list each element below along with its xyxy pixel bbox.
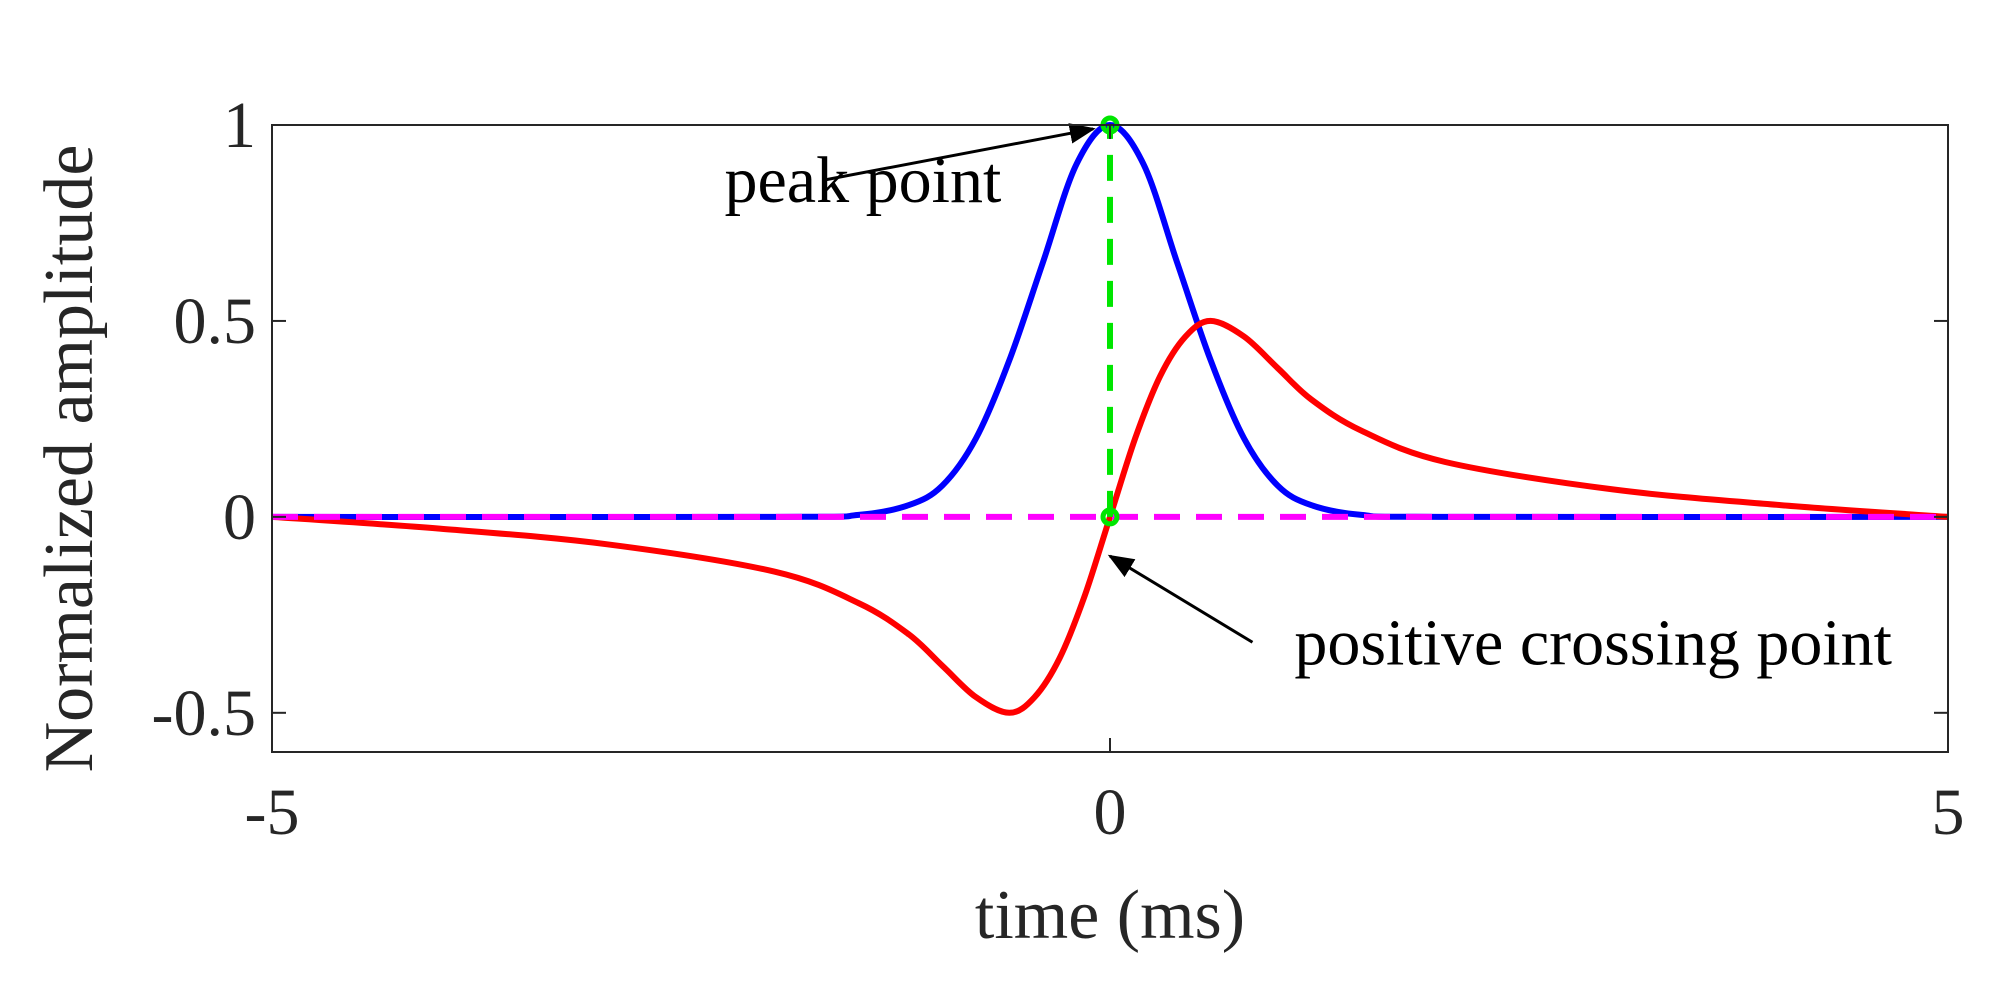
plot-area: peak point positive crossing point [271, 115, 1949, 716]
crossing-point-marker [1100, 507, 1120, 527]
axes: -5 0 5 -0.5 0 0.5 1 time (ms) Normalized amplitu… [31, 89, 1965, 954]
y-tick-label: 0 [223, 481, 256, 554]
peak-point-annotation-arrow [824, 123, 1096, 182]
crossing-point-annotation-arrow [1107, 554, 1254, 644]
x-tick-label: 0 [1094, 776, 1127, 849]
x-axis-label: time (ms) [975, 877, 1245, 954]
x-tick-label: 5 [1932, 776, 1965, 849]
peak-point-annotation-text: peak point [725, 144, 1002, 217]
y-tick-label: 0.5 [174, 285, 257, 358]
y-tick-label: -0.5 [152, 677, 256, 750]
x-tick-label: -5 [245, 776, 300, 849]
y-axis-label: Normalized amplitude [31, 145, 108, 773]
y-tick-label: 1 [223, 89, 256, 162]
crossing-point-annotation-text: positive crossing point [1294, 606, 1892, 679]
